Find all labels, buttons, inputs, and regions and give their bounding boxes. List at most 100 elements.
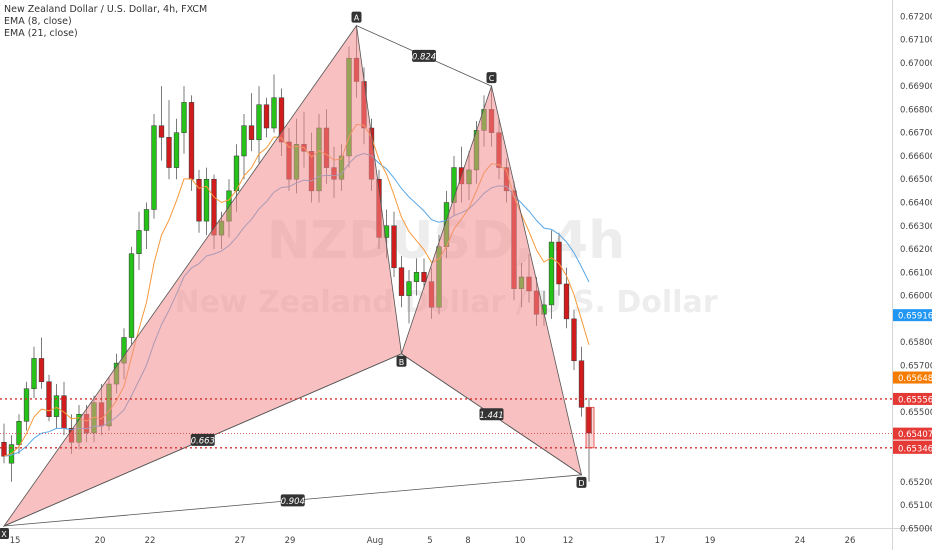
- price-label: 0.65346: [893, 441, 932, 454]
- current-bar-box: [585, 406, 595, 449]
- candle: [406, 270, 412, 324]
- ratio-label: 0.663: [190, 433, 215, 446]
- x-tick-label: 29: [285, 536, 296, 546]
- price-label-bg: [893, 427, 932, 440]
- y-tick-label: 0.65000: [900, 524, 932, 534]
- candle: [256, 86, 262, 163]
- point-label-text: B: [399, 358, 405, 367]
- ratio-label-bg: [412, 49, 436, 62]
- candle: [548, 230, 555, 319]
- y-tick-label: 0.67100: [900, 36, 932, 46]
- price-label-bg: [893, 441, 932, 454]
- point-label-bg: [576, 476, 587, 488]
- price-label-bg: [893, 392, 932, 405]
- price-label-text: 0.65346: [898, 444, 932, 454]
- candle-body: [398, 267, 405, 296]
- point-label-bg: [486, 72, 497, 84]
- y-tick-label: 0.65500: [900, 408, 932, 418]
- candle-body: [158, 125, 165, 138]
- point-label-bg: [396, 355, 407, 367]
- candle: [241, 114, 247, 180]
- candle-body: [571, 318, 577, 362]
- candle: [38, 337, 45, 389]
- candle-body: [128, 253, 135, 338]
- point-label: D: [576, 476, 587, 488]
- point-label-text: D: [578, 479, 584, 488]
- y-tick-label: 0.66800: [900, 105, 932, 115]
- candle: [31, 346, 37, 399]
- x-axis-ticks: 15 20 22 27 29 Aug 5 8 10 12 17 19 24 26: [10, 536, 856, 546]
- candle-body: [173, 132, 180, 168]
- price-label: 0.65916: [893, 309, 932, 322]
- y-tick-label: 0.65700: [900, 361, 932, 371]
- candle: [398, 256, 405, 308]
- ratio-label-text: 0.824: [412, 52, 436, 62]
- y-tick-label: 0.66100: [900, 268, 932, 278]
- candle-body: [203, 178, 210, 222]
- price-label-text: 0.65916: [898, 312, 932, 322]
- candle-body: [188, 102, 195, 180]
- price-label: 0.65407: [893, 427, 932, 440]
- y-tick-label: 0.65200: [900, 478, 932, 488]
- point-label: X: [0, 528, 9, 539]
- candle: [143, 202, 150, 250]
- candle-body: [53, 395, 60, 417]
- candle-body: [563, 283, 570, 320]
- x-tick-label: 15: [10, 536, 21, 546]
- point-label-bg: [0, 528, 9, 540]
- candle-body: [413, 272, 420, 282]
- candle: [136, 211, 142, 270]
- ratio-label-text: 1.441: [479, 411, 503, 421]
- point-label-text: X: [1, 530, 7, 539]
- candle: [151, 114, 157, 219]
- candle: [1, 423, 7, 464]
- point-label: A: [351, 11, 362, 23]
- candle-body: [578, 360, 585, 408]
- x-tick-label: 26: [845, 536, 856, 546]
- candle: [128, 246, 135, 345]
- y-tick-label: 0.65800: [900, 338, 932, 348]
- x-tick-label: 17: [655, 536, 666, 546]
- candle-body: [143, 209, 150, 231]
- ratio-label: 0.904: [281, 494, 305, 507]
- y-tick-label: 0.66200: [900, 245, 932, 255]
- ratio-label-text: 0.904: [281, 497, 305, 507]
- y-tick-label: 0.66600: [900, 152, 932, 162]
- point-label: C: [486, 72, 497, 84]
- y-tick-label: 0.67000: [900, 59, 932, 69]
- candle-body: [181, 102, 187, 133]
- y-tick-label: 0.66500: [900, 175, 932, 185]
- candle-body: [233, 155, 240, 192]
- price-label-text: 0.65648: [898, 374, 932, 384]
- x-tick-label: 19: [705, 536, 716, 546]
- candle-body: [38, 358, 45, 382]
- y-tick-label: 0.66900: [900, 82, 932, 92]
- candle: [173, 118, 180, 180]
- candle-body: [241, 125, 247, 157]
- candle: [391, 211, 397, 277]
- candle-body: [271, 97, 277, 129]
- candle-body: [263, 104, 270, 129]
- candle-body: [151, 125, 157, 210]
- ratio-label-bg: [190, 433, 215, 446]
- point-label-text: C: [489, 74, 495, 83]
- candle: [23, 381, 30, 431]
- candle: [46, 374, 52, 422]
- candle: [188, 95, 195, 191]
- candle-body: [248, 125, 255, 140]
- candle-body: [421, 272, 427, 282]
- candle: [158, 86, 165, 161]
- x-tick-label: 27: [235, 536, 246, 546]
- x-tick-label: 12: [563, 536, 574, 546]
- y-tick-label: 0.66700: [900, 129, 932, 139]
- price-label-bg: [893, 371, 932, 384]
- candle: [181, 86, 187, 154]
- candle-body: [196, 178, 202, 222]
- point-label-bg: [351, 11, 362, 23]
- candle-body: [406, 281, 412, 296]
- ratio-label-bg: [280, 494, 305, 507]
- ratio-label: 0.824: [412, 49, 436, 62]
- candle: [413, 258, 420, 296]
